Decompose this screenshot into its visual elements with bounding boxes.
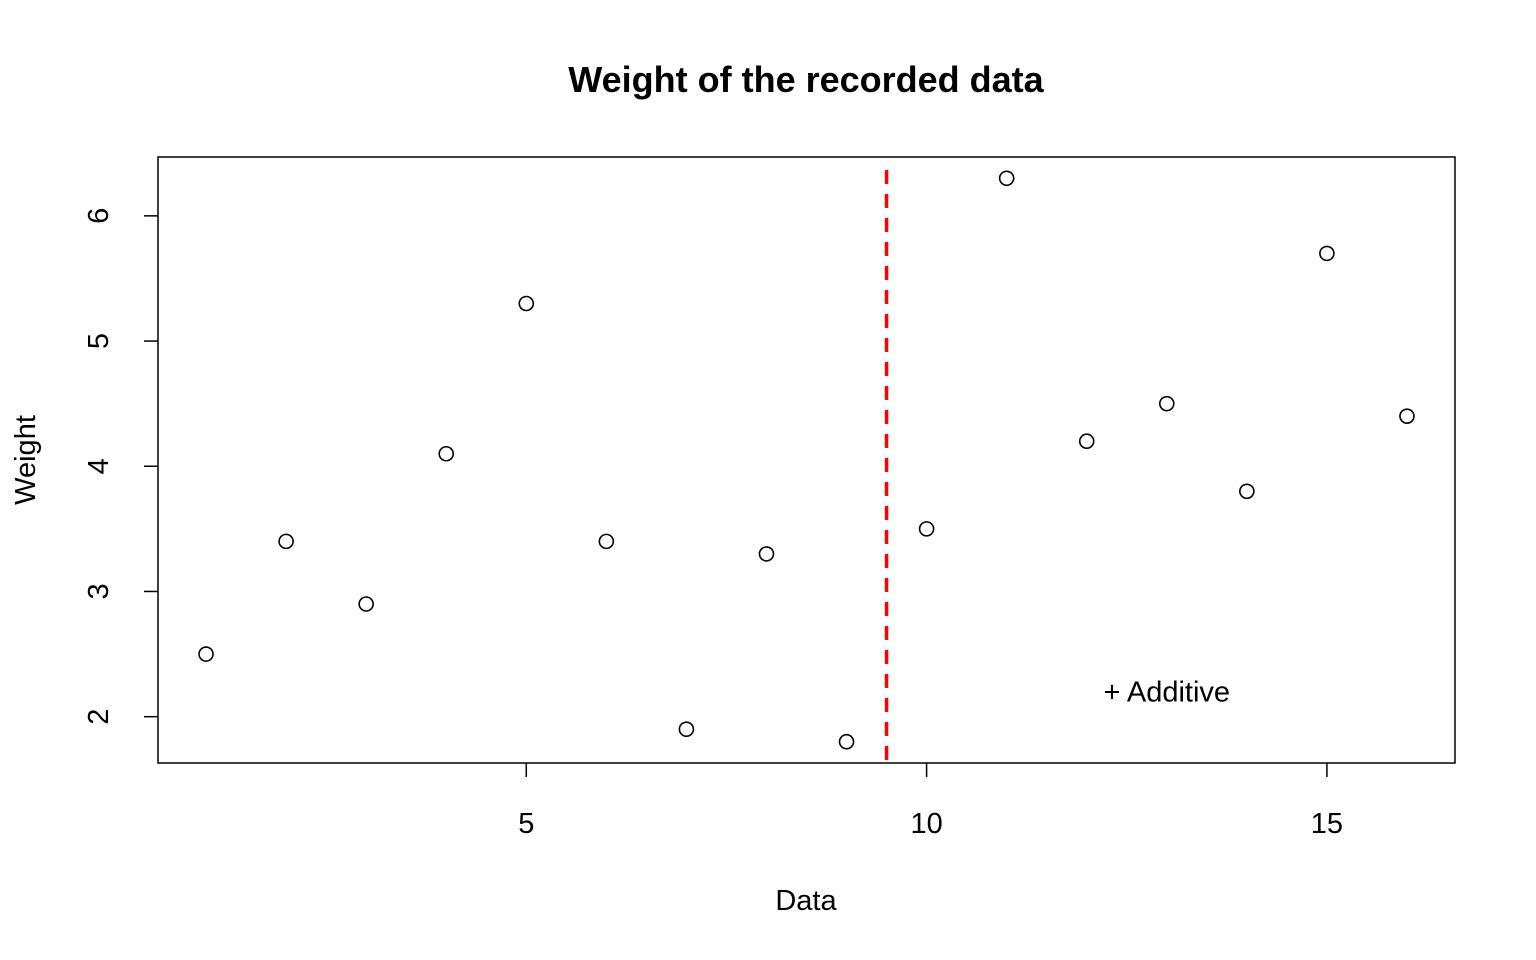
data-point-9 [838,733,855,750]
x-tick-label: 15 [1311,808,1343,840]
data-point-14 [1239,483,1255,500]
annotation-additive: + Additive [1103,677,1230,709]
data-point-12 [1078,433,1095,450]
data-point-16 [1399,408,1415,424]
data-point-5 [518,295,535,312]
data-point-10 [918,521,935,537]
chart-title: Weight of the recorded data [568,59,1044,100]
data-point-1 [198,646,214,662]
data-point-7 [678,721,695,737]
y-tick-label: 6 [83,208,115,224]
data-point-4 [438,445,455,462]
y-tick-label: 3 [83,583,115,599]
y-tick-label: 4 [83,458,115,474]
y-tick-label: 5 [83,333,115,349]
data-point-8 [758,546,775,562]
data-point-6 [598,533,615,550]
data-point-11 [998,170,1015,187]
data-point-15 [1319,245,1335,262]
x-tick-label: 10 [910,808,942,840]
x-axis-label: Data [775,885,837,917]
data-point-2 [278,533,294,550]
y-axis-label: Weight [10,415,42,505]
y-tick-label: 2 [83,709,115,725]
data-point-13 [1158,395,1175,412]
plot-frame [157,156,1456,764]
x-tick-label: 5 [518,808,534,840]
data-point-3 [358,596,374,612]
